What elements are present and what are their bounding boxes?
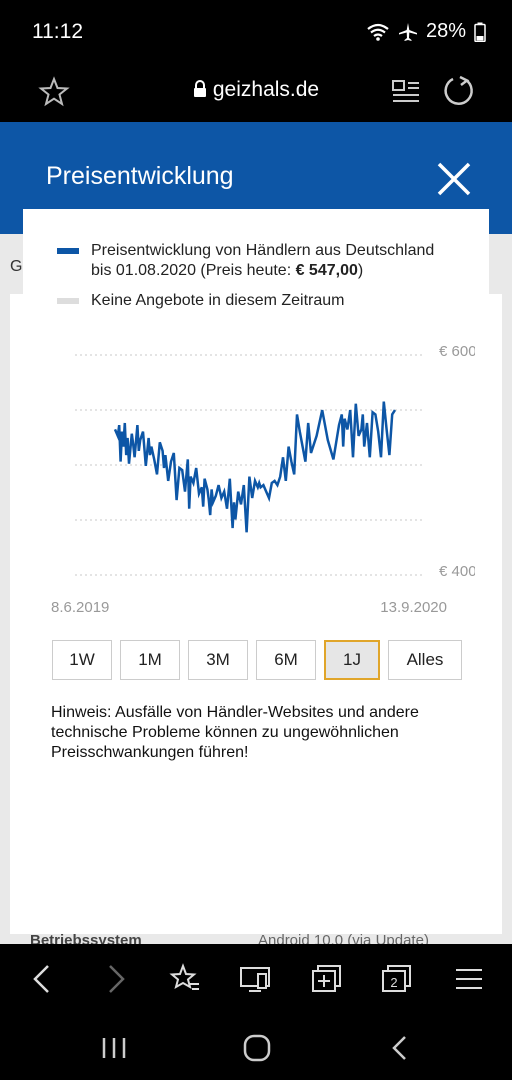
wifi-icon [367, 23, 389, 41]
price-chart: € 600 € 400 8.6.2019 13.9.2020 [51, 343, 475, 616]
bookmark-star-icon[interactable] [38, 76, 70, 108]
range-button-6m[interactable]: 6M [256, 640, 316, 680]
close-icon[interactable] [435, 160, 473, 198]
url-text: geizhals.de [212, 78, 320, 101]
browser-toolbar: geizhals.de [0, 64, 512, 122]
system-back-icon[interactable] [384, 1032, 416, 1064]
tabs-icon[interactable]: 2 [380, 962, 414, 996]
lock-icon [193, 80, 206, 97]
reload-icon[interactable] [442, 74, 476, 108]
legend-item-no-offers: Keine Angebote in diesem Zeitraum [57, 291, 477, 311]
legend-swatch-price [57, 248, 79, 254]
range-button-1w[interactable]: 1W [52, 640, 112, 680]
x-axis-label-start: 8.6.2019 [51, 599, 109, 616]
legend-price-line2: bis 01.08.2020 (Preis heute: [91, 262, 296, 279]
status-icons: 28% [366, 20, 486, 43]
modal-title: Preisentwicklung [46, 162, 234, 190]
price-series-line [113, 401, 397, 533]
spec-label: Betriebssystem [30, 932, 142, 944]
chart-legend: Preisentwicklung von Händlern aus Deutsc… [57, 241, 477, 321]
home-icon[interactable] [241, 1032, 273, 1064]
recent-apps-icon[interactable] [98, 1032, 130, 1064]
hint-text: Hinweis: Ausfälle von Händler-Websites u… [51, 704, 419, 761]
x-axis-label-end: 13.9.2020 [380, 599, 447, 616]
range-selector: 1W 1M 3M 6M 1J Alles [52, 640, 472, 680]
system-nav-bar [0, 1012, 512, 1080]
menu-icon[interactable] [452, 962, 486, 996]
new-tab-icon[interactable] [310, 962, 344, 996]
browser-nav-bar: 2 [0, 944, 512, 1012]
legend-item-price: Preisentwicklung von Händlern aus Deutsc… [57, 241, 477, 281]
y-axis-label-bottom: € 400 [439, 563, 475, 580]
price-history-modal: Preisentwicklung Preisentwicklung von Hä… [23, 147, 489, 920]
battery-icon [474, 22, 486, 42]
status-bar: 11:12 28% [0, 0, 512, 64]
site-letter: G [10, 258, 23, 275]
range-button-alles[interactable]: Alles [388, 640, 462, 680]
range-button-1m[interactable]: 1M [120, 640, 180, 680]
chart-gridlines [75, 354, 425, 576]
range-button-3m[interactable]: 3M [188, 640, 248, 680]
reader-mode-icon[interactable] [390, 76, 422, 108]
desktop-view-icon[interactable] [238, 962, 272, 996]
bookmarks-icon[interactable] [168, 962, 202, 996]
battery-percent: 28% [425, 20, 466, 42]
current-price: € 547,00 [295, 262, 358, 279]
legend-price-close: ) [357, 262, 364, 279]
y-axis-label-top: € 600 [439, 343, 475, 360]
address-bar[interactable]: geizhals.de [0, 78, 512, 102]
spec-value: Android 10.0 (via Update) [258, 932, 429, 944]
airplane-icon [398, 22, 417, 41]
status-time: 11:12 [32, 20, 83, 43]
legend-price-line1: Preisentwicklung von Händlern aus Deutsc… [91, 242, 435, 259]
back-icon[interactable] [26, 962, 60, 996]
legend-no-offers-text: Keine Angebote in diesem Zeitraum [91, 292, 345, 309]
modal-header: Preisentwicklung [23, 147, 489, 209]
svg-text:2: 2 [390, 975, 397, 990]
range-button-1j[interactable]: 1J [324, 640, 380, 680]
forward-icon[interactable] [98, 962, 132, 996]
legend-swatch-no-offers [57, 298, 79, 304]
